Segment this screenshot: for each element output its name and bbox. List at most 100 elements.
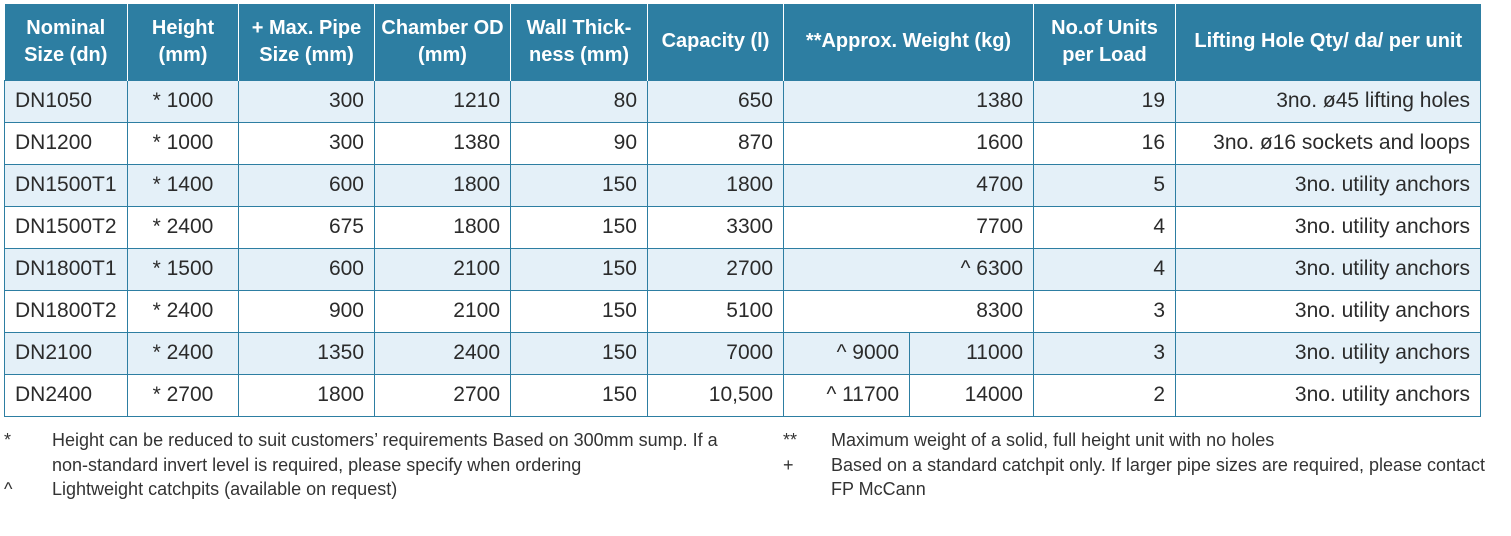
cell-size: DN1200	[4, 121, 128, 165]
cell-weight: 7700	[783, 205, 1034, 249]
cell-lifting: 3no. utility anchors	[1175, 163, 1481, 207]
cell-lifting: 3no. utility anchors	[1175, 289, 1481, 333]
footnotes-left: * Height can be reduced to suit customer…	[4, 428, 724, 502]
footnote-mark: +	[783, 454, 794, 475]
footnote-text: Based on a standard catchpit only. If la…	[831, 454, 1486, 500]
cell-size: DN1500T1	[4, 163, 128, 207]
cell-size: DN2400	[4, 373, 128, 417]
cell-wall: 150	[510, 289, 648, 333]
cell-od: 2700	[374, 373, 511, 417]
cell-height: * 1000	[127, 121, 239, 165]
cell-weight: 1600	[783, 121, 1034, 165]
cell-size: DN1800T2	[4, 289, 128, 333]
cell-wall: 90	[510, 121, 648, 165]
cell-od: 1800	[374, 163, 511, 207]
cell-lifting: 3no. ø45 lifting holes	[1175, 79, 1481, 123]
cell-weight: 1380	[783, 79, 1034, 123]
cell-height: * 2400	[127, 331, 239, 375]
cell-height: * 1400	[127, 163, 239, 207]
footnote-pipe-size: + Based on a standard catchpit only. If …	[783, 453, 1511, 502]
cell-wall: 150	[510, 373, 648, 417]
table-row: DN1500T2 * 2400 675 1800 150 3300 7700 4…	[4, 205, 1481, 249]
footnote-text: Maximum weight of a solid, full height u…	[831, 430, 1275, 450]
cell-lifting: 3no. utility anchors	[1175, 373, 1481, 417]
header-chamber-od: Chamber OD (mm)	[374, 4, 511, 80]
header-max-pipe-size: + Max. Pipe Size (mm)	[238, 4, 375, 80]
cell-capacity: 2700	[647, 247, 784, 291]
cell-lifting: 3no. utility anchors	[1175, 205, 1481, 249]
footnote-text: Height can be reduced to suit customers’…	[52, 430, 718, 475]
cell-wall: 150	[510, 163, 648, 207]
cell-od: 2100	[374, 289, 511, 333]
cell-pipe: 300	[238, 121, 375, 165]
cell-height: * 2400	[127, 289, 239, 333]
cell-pipe: 1800	[238, 373, 375, 417]
footnotes-right: ** Maximum weight of a solid, full heigh…	[783, 428, 1511, 502]
cell-od: 1210	[374, 79, 511, 123]
cell-capacity: 10,500	[647, 373, 784, 417]
cell-units: 3	[1033, 331, 1176, 375]
cell-capacity: 870	[647, 121, 784, 165]
table-row: DN1800T1 * 1500 600 2100 150 2700 ^ 6300…	[4, 247, 1481, 291]
catchpit-spec-table: Nominal Size (dn) Height (mm) + Max. Pip…	[4, 4, 1481, 417]
cell-size: DN1050	[4, 79, 128, 123]
cell-size: DN1500T2	[4, 205, 128, 249]
cell-capacity: 650	[647, 79, 784, 123]
cell-wall: 150	[510, 205, 648, 249]
table-row: DN1500T1 * 1400 600 1800 150 1800 4700 5…	[4, 163, 1481, 207]
cell-units: 16	[1033, 121, 1176, 165]
cell-lifting: 3no. utility anchors	[1175, 247, 1481, 291]
cell-units: 2	[1033, 373, 1176, 417]
header-height: Height (mm)	[127, 4, 239, 80]
table-row: DN2400 * 2700 1800 2700 150 10,500 ^ 117…	[4, 373, 1481, 417]
cell-weight: 8300	[783, 289, 1034, 333]
cell-pipe: 600	[238, 247, 375, 291]
footnote-lightweight: ^ Lightweight catchpits (available on re…	[4, 477, 724, 502]
header-nominal-size: Nominal Size (dn)	[4, 4, 128, 80]
cell-weight: 14000	[909, 373, 1034, 417]
cell-height: * 2700	[127, 373, 239, 417]
footnote-mark: *	[4, 430, 12, 450]
cell-capacity: 3300	[647, 205, 784, 249]
cell-weight: ^ 6300	[783, 247, 1034, 291]
cell-units: 4	[1033, 205, 1176, 249]
cell-weight-lightweight: ^ 9000	[783, 331, 910, 375]
cell-weight: 11000	[909, 331, 1034, 375]
table-row: DN1050 * 1000 300 1210 80 650 1380 19 3n…	[4, 79, 1481, 123]
cell-od: 2100	[374, 247, 511, 291]
cell-pipe: 1350	[238, 331, 375, 375]
footnote-mark: ^	[4, 479, 13, 499]
footnote-text: Lightweight catchpits (available on requ…	[52, 479, 398, 499]
cell-pipe: 300	[238, 79, 375, 123]
cell-wall: 150	[510, 247, 648, 291]
table-header-row: Nominal Size (dn) Height (mm) + Max. Pip…	[4, 4, 1481, 80]
cell-lifting: 3no. ø16 sockets and loops	[1175, 121, 1481, 165]
cell-od: 2400	[374, 331, 511, 375]
table-row: DN1800T2 * 2400 900 2100 150 5100 8300 3…	[4, 289, 1481, 333]
cell-units: 19	[1033, 79, 1176, 123]
table-row: DN1200 * 1000 300 1380 90 870 1600 16 3n…	[4, 121, 1481, 165]
cell-lifting: 3no. utility anchors	[1175, 331, 1481, 375]
cell-height: * 1000	[127, 79, 239, 123]
header-wall-thickness: Wall Thick-ness (mm)	[510, 4, 648, 80]
cell-height: * 2400	[127, 205, 239, 249]
cell-pipe: 675	[238, 205, 375, 249]
cell-weight-lightweight: ^ 11700	[783, 373, 910, 417]
table-row: DN2100 * 2400 1350 2400 150 7000 ^ 9000 …	[4, 331, 1481, 375]
header-units-per-load: No.of Units per Load	[1033, 4, 1176, 80]
cell-units: 4	[1033, 247, 1176, 291]
cell-height: * 1500	[127, 247, 239, 291]
footnote-mark: **	[783, 430, 798, 450]
footnote-height: * Height can be reduced to suit customer…	[4, 428, 724, 477]
cell-pipe: 900	[238, 289, 375, 333]
cell-capacity: 1800	[647, 163, 784, 207]
cell-capacity: 7000	[647, 331, 784, 375]
cell-pipe: 600	[238, 163, 375, 207]
cell-od: 1800	[374, 205, 511, 249]
cell-od: 1380	[374, 121, 511, 165]
header-approx-weight: **Approx. Weight (kg)	[783, 4, 1034, 80]
header-capacity: Capacity (l)	[647, 4, 784, 80]
header-lifting-hole: Lifting Hole Qty/ da/ per unit	[1175, 4, 1481, 80]
footnote-max-weight: ** Maximum weight of a solid, full heigh…	[783, 428, 1511, 453]
cell-weight: 4700	[783, 163, 1034, 207]
